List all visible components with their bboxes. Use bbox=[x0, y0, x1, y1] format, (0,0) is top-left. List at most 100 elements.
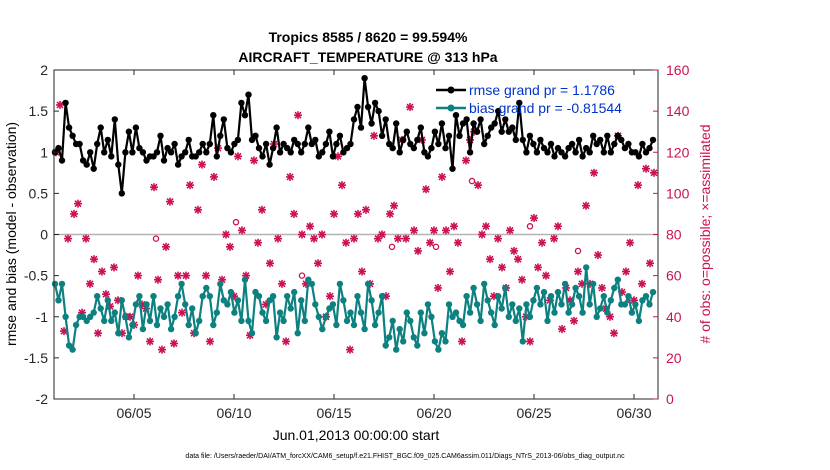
bias-point bbox=[97, 305, 104, 312]
bias-point bbox=[368, 297, 375, 304]
obs-count-marker bbox=[642, 164, 650, 173]
bias-point bbox=[470, 284, 477, 292]
obs-count-stroke bbox=[294, 111, 302, 119]
obs-count-stroke bbox=[278, 280, 286, 288]
rmse-point bbox=[118, 190, 126, 197]
rmse-point bbox=[171, 140, 178, 148]
bias-point bbox=[371, 321, 379, 329]
obs-count-marker bbox=[86, 279, 94, 288]
obs-count-stroke bbox=[434, 284, 442, 292]
bias-point bbox=[519, 338, 526, 345]
rmse-point bbox=[203, 149, 210, 156]
rmse-point bbox=[540, 144, 548, 152]
obs-count-marker bbox=[506, 226, 514, 235]
bias-point bbox=[294, 330, 301, 337]
data-file-footnote: data file: /Users/raeder/DAI/ATM_forcXX/… bbox=[185, 453, 625, 460]
rmse-point bbox=[375, 107, 382, 115]
bias-point bbox=[431, 338, 439, 345]
obs-count-marker bbox=[338, 181, 346, 190]
obs-count-stroke bbox=[450, 222, 458, 230]
bias-point bbox=[459, 321, 467, 329]
bias-point bbox=[101, 317, 108, 325]
rmse-point bbox=[428, 144, 435, 152]
obs-count-stroke bbox=[254, 239, 262, 247]
bias-point bbox=[361, 325, 368, 333]
obs-count-marker bbox=[422, 185, 430, 194]
bias-point bbox=[393, 346, 400, 353]
obs-count-stroke bbox=[542, 272, 550, 280]
rmse-point bbox=[269, 144, 277, 152]
y-axis-label-right: # of obs: o=possible; ×=assimilated bbox=[697, 124, 713, 343]
rmse-point bbox=[414, 136, 421, 144]
obs-count-marker bbox=[94, 329, 102, 338]
bias-point bbox=[199, 293, 206, 300]
obs-count-stroke bbox=[506, 226, 514, 234]
rmse-point bbox=[519, 136, 526, 144]
obs-count-marker bbox=[282, 337, 290, 346]
obs-count-marker bbox=[590, 168, 598, 177]
rmse-point bbox=[69, 132, 76, 139]
rmse-point bbox=[87, 149, 94, 156]
obs-count-marker bbox=[182, 271, 190, 280]
obs-count-stroke bbox=[314, 259, 322, 267]
obs-count-stroke bbox=[102, 290, 110, 298]
bias-point bbox=[178, 280, 185, 288]
obs-count-marker bbox=[82, 234, 90, 243]
obs-count-marker bbox=[438, 172, 446, 181]
bias-point bbox=[129, 321, 136, 329]
obs-count-marker bbox=[554, 222, 562, 231]
bias-point bbox=[407, 317, 414, 325]
rmse-point bbox=[227, 149, 235, 156]
obs-count-marker bbox=[486, 255, 494, 264]
rmse-point bbox=[174, 161, 182, 168]
bias-point bbox=[227, 288, 235, 296]
obs-count-marker bbox=[542, 271, 550, 280]
rmse-point bbox=[463, 116, 470, 123]
obs-count-marker bbox=[534, 263, 542, 272]
obs-count-marker bbox=[538, 238, 546, 247]
obs-count-marker bbox=[386, 209, 394, 218]
rmse-point bbox=[206, 140, 213, 148]
rmse-point bbox=[417, 124, 424, 131]
obs-count-stroke bbox=[482, 222, 490, 230]
obs-count-stroke bbox=[510, 247, 518, 255]
obs-count-stroke bbox=[518, 276, 526, 284]
y-tick-label-left: -1 bbox=[36, 309, 49, 325]
obs-count-stroke bbox=[394, 235, 402, 243]
rmse-point bbox=[491, 120, 498, 127]
bias-point bbox=[600, 293, 607, 300]
obs-count-stroke bbox=[390, 202, 398, 210]
obs-count-marker bbox=[330, 209, 338, 218]
obs-count-stroke bbox=[402, 235, 410, 243]
obs-count-stroke bbox=[638, 280, 646, 288]
bias-point bbox=[435, 346, 442, 353]
x-tick-label: 06/10 bbox=[216, 405, 251, 421]
obs-count-marker bbox=[442, 226, 450, 235]
rmse-point bbox=[245, 91, 252, 98]
obs-count-stroke bbox=[222, 230, 230, 239]
obs-count-stroke bbox=[514, 255, 522, 263]
rmse-point bbox=[287, 149, 294, 156]
bias-point bbox=[259, 309, 266, 316]
rmse-point bbox=[336, 132, 344, 139]
obs-count-stroke bbox=[106, 302, 114, 311]
bias-point bbox=[558, 301, 565, 308]
obs-count-marker bbox=[170, 339, 178, 348]
y-tick-label-right: 140 bbox=[666, 103, 690, 119]
obs-count-marker bbox=[638, 279, 646, 288]
bias-point bbox=[424, 301, 432, 308]
bias-point bbox=[269, 293, 277, 300]
bias-point bbox=[646, 301, 653, 308]
bias-point bbox=[276, 309, 284, 316]
obs-count-marker bbox=[254, 238, 262, 247]
obs-count-stroke bbox=[410, 226, 418, 234]
obs-count-marker bbox=[434, 283, 442, 292]
rmse-point bbox=[551, 153, 558, 160]
obs-count-marker bbox=[622, 267, 630, 276]
rmse-point bbox=[347, 140, 354, 148]
bias-point bbox=[400, 338, 407, 345]
bias-point bbox=[410, 334, 417, 341]
rmse-point bbox=[136, 144, 143, 152]
bias-point bbox=[69, 346, 76, 353]
